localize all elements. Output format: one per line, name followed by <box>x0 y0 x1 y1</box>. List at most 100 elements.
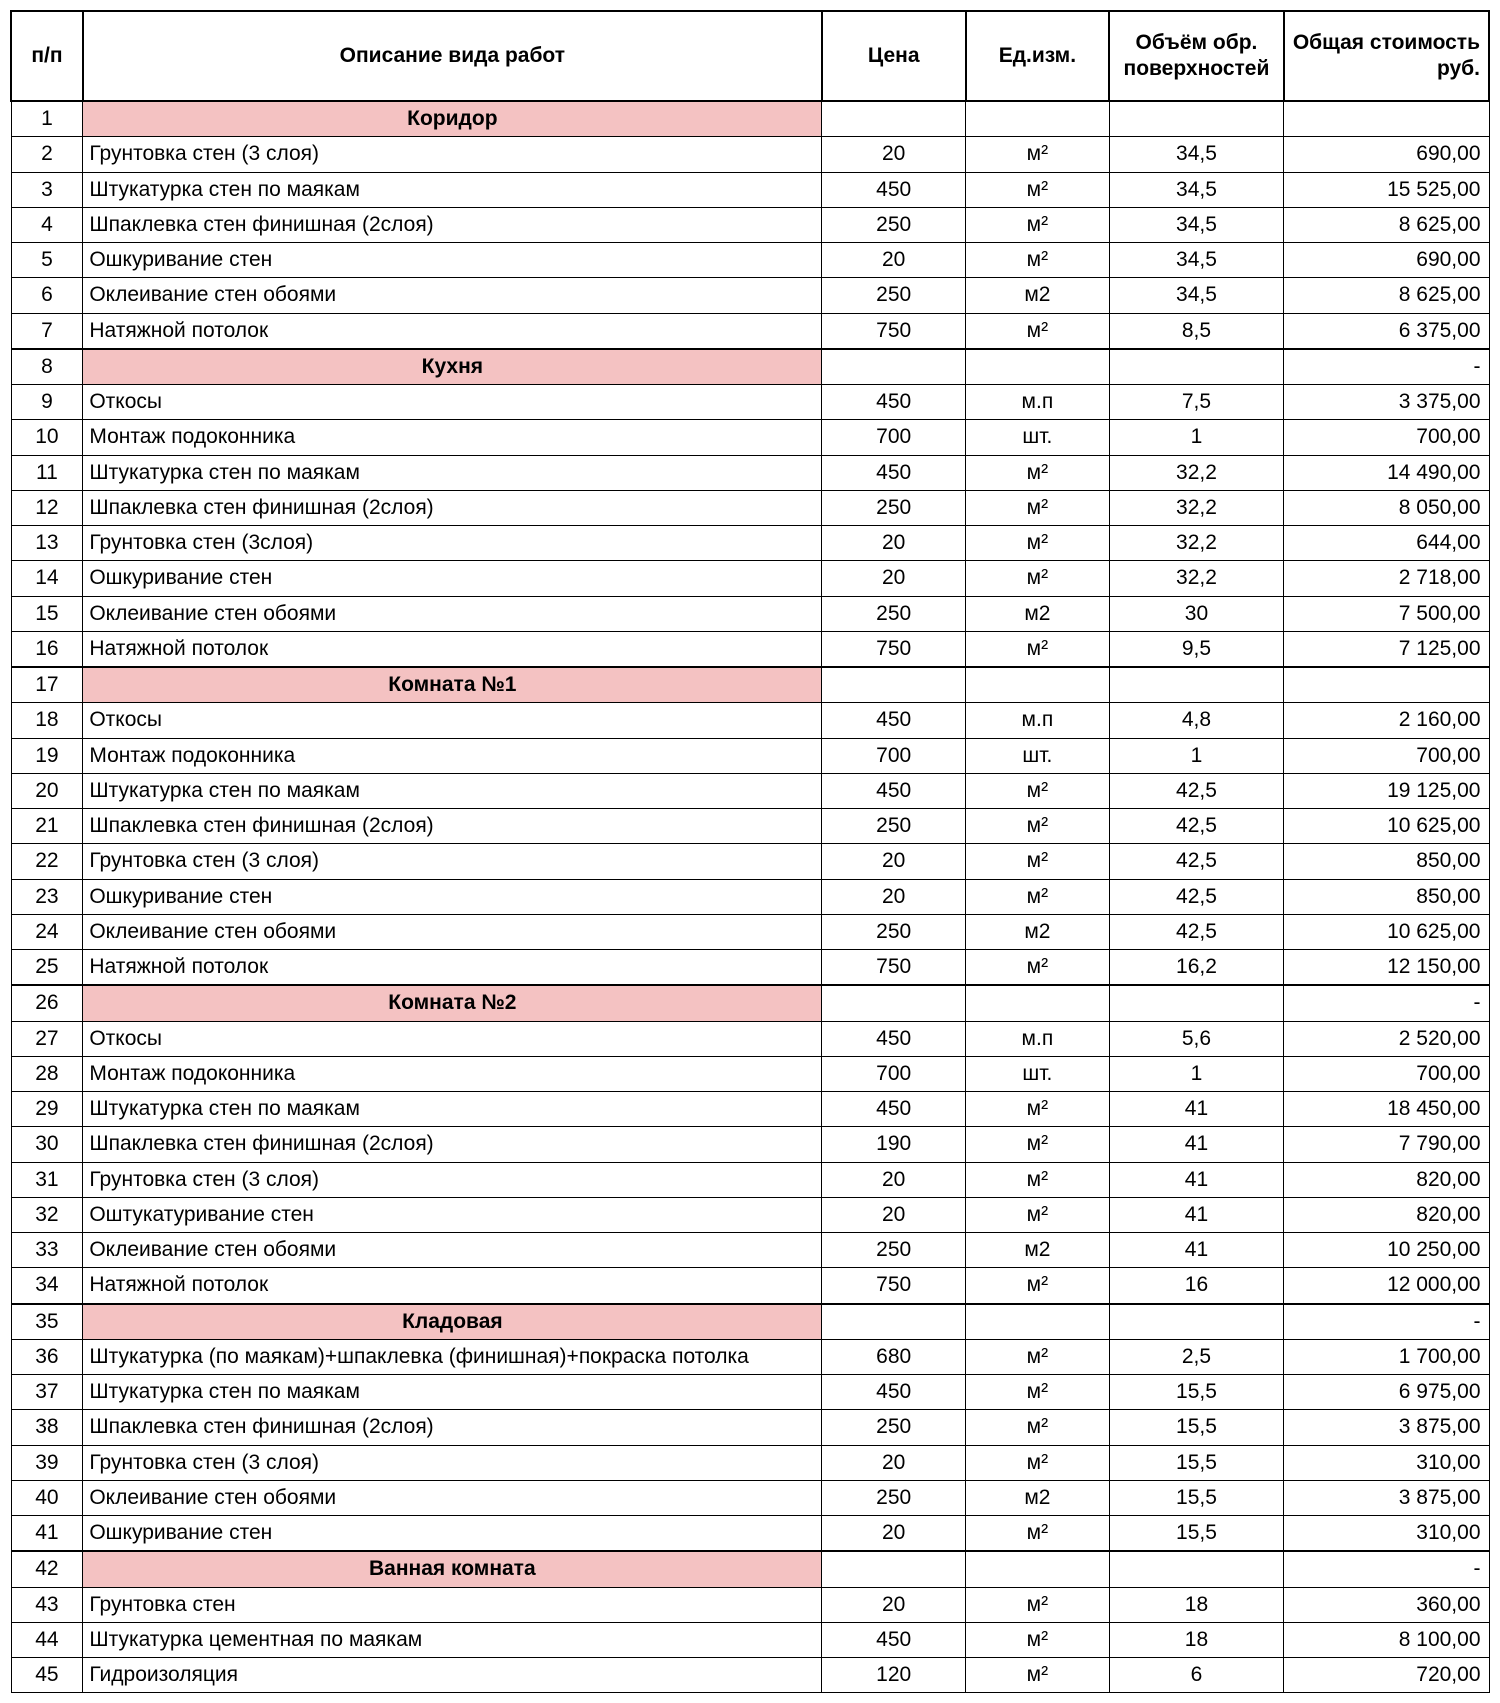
table-row: 9Откосы450м.п7,53 375,00 <box>11 385 1489 420</box>
cell-unit: м² <box>966 490 1110 525</box>
cell-total: 8 050,00 <box>1284 490 1489 525</box>
table-row: 30Шпаклевка стен финишная (2слоя)190м²41… <box>11 1127 1489 1162</box>
table-row: 34Натяжной потолок750м²1612 000,00 <box>11 1268 1489 1304</box>
cell-num: 40 <box>11 1480 83 1515</box>
cell-vol <box>1109 667 1283 703</box>
table-row: 6Оклеивание стен обоями250м234,58 625,00 <box>11 278 1489 313</box>
cell-desc: Ошкуривание стен <box>83 1516 822 1552</box>
cell-desc: Натяжной потолок <box>83 631 822 667</box>
cell-total <box>1284 667 1489 703</box>
header-vol: Объём обр. поверхностей <box>1109 11 1283 101</box>
cell-num: 26 <box>11 985 83 1021</box>
cell-unit: м.п <box>966 1021 1110 1056</box>
cell-vol: 41 <box>1109 1233 1283 1268</box>
cell-total: - <box>1284 985 1489 1021</box>
cell-price: 450 <box>822 1375 966 1410</box>
cell-num: 18 <box>11 703 83 738</box>
table-row: 13Грунтовка стен (3слоя)20м²32,2644,00 <box>11 526 1489 561</box>
cell-price: 450 <box>822 385 966 420</box>
cell-total: 360,00 <box>1284 1587 1489 1622</box>
cell-price: 250 <box>822 1233 966 1268</box>
cell-num: 33 <box>11 1233 83 1268</box>
cell-vol: 42,5 <box>1109 773 1283 808</box>
cell-vol: 15,5 <box>1109 1445 1283 1480</box>
cell-total: 8 625,00 <box>1284 278 1489 313</box>
cell-num: 12 <box>11 490 83 525</box>
cell-desc: Ошкуривание стен <box>83 243 822 278</box>
cell-unit: м² <box>966 773 1110 808</box>
cell-price: 20 <box>822 243 966 278</box>
cell-vol: 9,5 <box>1109 631 1283 667</box>
cell-unit: м2 <box>966 1480 1110 1515</box>
cell-vol: 34,5 <box>1109 243 1283 278</box>
table-row: 25Натяжной потолок750м²16,212 150,00 <box>11 950 1489 986</box>
cell-unit: м² <box>966 844 1110 879</box>
table-row: 22Грунтовка стен (3 слоя)20м²42,5850,00 <box>11 844 1489 879</box>
cell-price: 20 <box>822 561 966 596</box>
header-total: Общая стоимость руб. <box>1284 11 1489 101</box>
cell-vol: 2,5 <box>1109 1339 1283 1374</box>
cell-price: 20 <box>822 1516 966 1552</box>
cell-total: 1 700,00 <box>1284 1339 1489 1374</box>
cell-total: 700,00 <box>1284 738 1489 773</box>
cell-desc: Оклеивание стен обоями <box>83 914 822 949</box>
cell-unit: м² <box>966 172 1110 207</box>
cell-num: 36 <box>11 1339 83 1374</box>
cell-price: 700 <box>822 738 966 773</box>
cell-vol: 1 <box>1109 738 1283 773</box>
cell-desc: Грунтовка стен <box>83 1587 822 1622</box>
cell-desc: Шпаклевка стен финишная (2слоя) <box>83 207 822 242</box>
cell-total: 2 520,00 <box>1284 1021 1489 1056</box>
cell-unit: м² <box>966 1622 1110 1657</box>
cell-unit <box>966 1304 1110 1340</box>
cell-num: 44 <box>11 1622 83 1657</box>
cell-price: 450 <box>822 455 966 490</box>
cell-vol: 41 <box>1109 1127 1283 1162</box>
cell-num: 16 <box>11 631 83 667</box>
cell-desc: Оклеивание стен обоями <box>83 1480 822 1515</box>
cell-total: 12 000,00 <box>1284 1268 1489 1304</box>
cell-vol: 16,2 <box>1109 950 1283 986</box>
cell-total: 310,00 <box>1284 1445 1489 1480</box>
cell-unit: м² <box>966 1658 1110 1693</box>
cell-unit: м² <box>966 526 1110 561</box>
cell-total: 7 790,00 <box>1284 1127 1489 1162</box>
table-row: 37Штукатурка стен по маякам450м²15,56 97… <box>11 1375 1489 1410</box>
cell-vol: 34,5 <box>1109 137 1283 172</box>
cell-desc: Штукатурка стен по маякам <box>83 1092 822 1127</box>
cell-desc: Откосы <box>83 703 822 738</box>
cell-num: 43 <box>11 1587 83 1622</box>
cell-vol: 1 <box>1109 420 1283 455</box>
cell-vol: 6 <box>1109 1658 1283 1693</box>
cell-price: 450 <box>822 172 966 207</box>
cell-total: 10 250,00 <box>1284 1233 1489 1268</box>
cell-price <box>822 985 966 1021</box>
cell-price: 450 <box>822 1622 966 1657</box>
cell-num: 30 <box>11 1127 83 1162</box>
cell-num: 24 <box>11 914 83 949</box>
cell-desc: Штукатурка стен по маякам <box>83 1375 822 1410</box>
table-row: 18Откосы450м.п4,82 160,00 <box>11 703 1489 738</box>
cell-unit <box>966 667 1110 703</box>
cell-desc: Грунтовка стен (3 слоя) <box>83 844 822 879</box>
cell-vol <box>1109 1551 1283 1587</box>
cell-unit: м² <box>966 1375 1110 1410</box>
cell-desc: Шпаклевка стен финишная (2слоя) <box>83 1127 822 1162</box>
cell-unit: м² <box>966 1410 1110 1445</box>
cell-num: 5 <box>11 243 83 278</box>
cell-desc: Оклеивание стен обоями <box>83 596 822 631</box>
cell-desc: Ошкуривание стен <box>83 879 822 914</box>
cell-vol: 32,2 <box>1109 490 1283 525</box>
table-row: 10Монтаж подоконника700шт.1700,00 <box>11 420 1489 455</box>
cell-vol: 16 <box>1109 1268 1283 1304</box>
cell-unit: м² <box>966 313 1110 349</box>
cell-desc: Грунтовка стен (3 слоя) <box>83 1445 822 1480</box>
cell-num: 7 <box>11 313 83 349</box>
cell-desc: Шпаклевка стен финишная (2слоя) <box>83 809 822 844</box>
cell-vol: 41 <box>1109 1162 1283 1197</box>
table-row: 21Шпаклевка стен финишная (2слоя)250м²42… <box>11 809 1489 844</box>
cell-num: 1 <box>11 101 83 137</box>
cell-total: 700,00 <box>1284 420 1489 455</box>
cell-vol: 18 <box>1109 1587 1283 1622</box>
cell-num: 34 <box>11 1268 83 1304</box>
